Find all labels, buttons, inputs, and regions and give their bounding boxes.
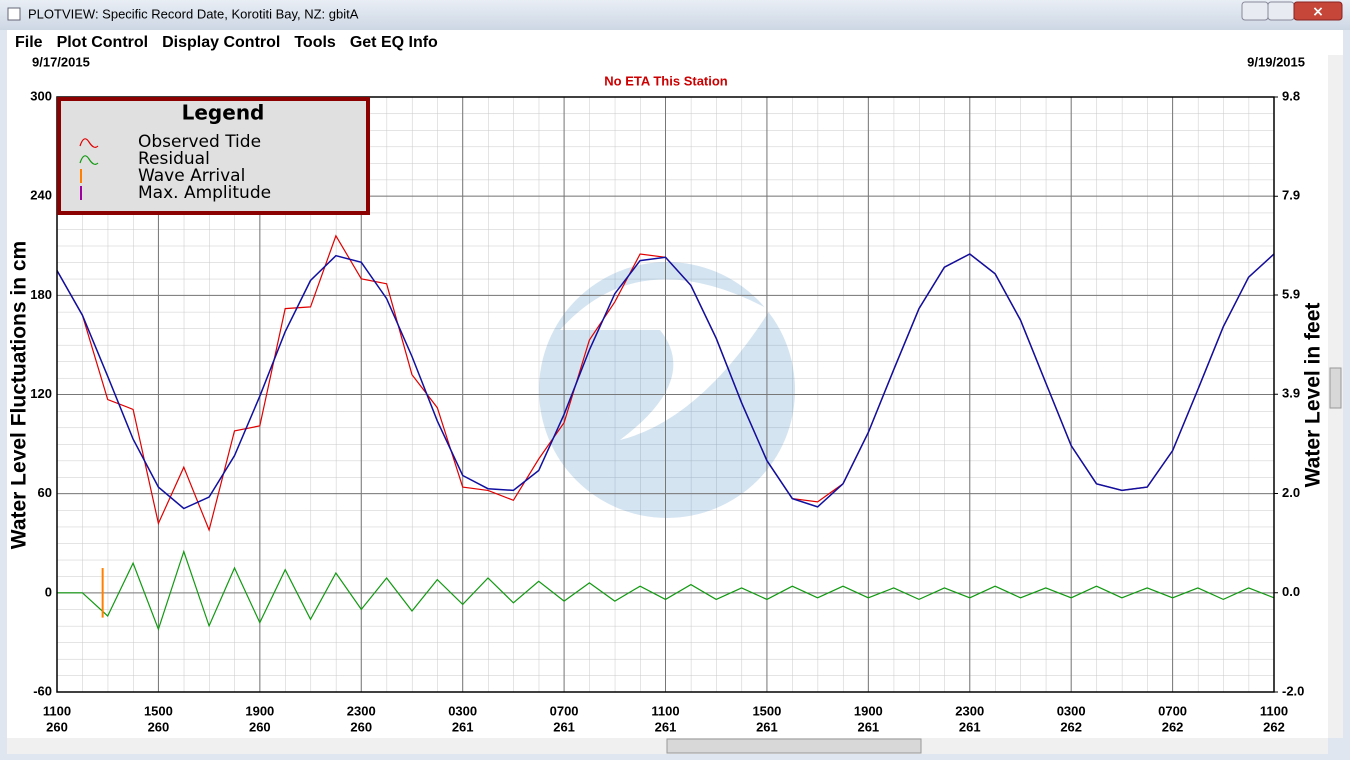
menu-bar bbox=[7, 30, 1343, 55]
legend-label: Max. Amplitude bbox=[138, 183, 271, 203]
y2-axis-label: Water Level in feet bbox=[1302, 303, 1325, 488]
x-tick-label: 0700 bbox=[550, 703, 579, 718]
x-tick-label: 1900 bbox=[854, 703, 883, 718]
legend-label: Wave Arrival bbox=[138, 166, 245, 186]
menu-item[interactable]: Get EQ Info bbox=[350, 34, 438, 51]
close-button[interactable] bbox=[1293, 1, 1343, 21]
x-tick-label: 0300 bbox=[1057, 703, 1086, 718]
x-tick-day: 260 bbox=[148, 719, 170, 734]
legend-label: Observed Tide bbox=[138, 132, 261, 152]
y2-tick-label: 7.9 bbox=[1282, 188, 1300, 203]
x-tick-label: 0300 bbox=[448, 703, 477, 718]
x-tick-label: 0700 bbox=[1158, 703, 1187, 718]
legend-title: Legend bbox=[182, 101, 265, 125]
y-tick-label: 300 bbox=[30, 88, 52, 103]
x-tick-label: 2300 bbox=[347, 703, 376, 718]
y2-tick-label: 5.9 bbox=[1282, 286, 1300, 301]
minimize-button[interactable] bbox=[1241, 1, 1269, 21]
x-tick-day: 262 bbox=[1060, 719, 1082, 734]
title-bar bbox=[0, 0, 1350, 30]
start-date: 9/17/2015 bbox=[32, 54, 90, 69]
horizontal-scroll-thumb[interactable] bbox=[666, 738, 922, 754]
legend-swatch bbox=[79, 155, 99, 165]
x-tick-day: 261 bbox=[959, 719, 981, 734]
menu-item[interactable]: File bbox=[15, 34, 43, 51]
y-tick-label: 240 bbox=[30, 188, 52, 203]
x-tick-day: 261 bbox=[655, 719, 677, 734]
subtitle: No ETA This Station bbox=[604, 73, 728, 88]
watermark bbox=[539, 262, 795, 518]
x-tick-day: 262 bbox=[1263, 719, 1285, 734]
legend-swatch bbox=[79, 138, 99, 148]
menu-item[interactable]: Tools bbox=[294, 34, 336, 51]
legend-box bbox=[57, 97, 370, 215]
x-tick-day: 260 bbox=[350, 719, 372, 734]
y2-tick-label: 9.8 bbox=[1282, 88, 1300, 103]
menu-item[interactable]: Display Control bbox=[162, 34, 280, 51]
series-line bbox=[56, 253, 1275, 510]
end-date: 9/19/2015 bbox=[1247, 54, 1305, 69]
x-tick-label: 1100 bbox=[43, 703, 71, 718]
maximize-button[interactable] bbox=[1267, 1, 1295, 21]
x-tick-label: 1500 bbox=[144, 703, 173, 718]
x-tick-label: 1100 bbox=[1260, 703, 1288, 718]
x-tick-label: 1900 bbox=[245, 703, 274, 718]
x-tick-day: 262 bbox=[1162, 719, 1184, 734]
y2-tick-label: -2.0 bbox=[1282, 683, 1304, 698]
menu: File Plot Control Display Control Tools Get … bbox=[15, 34, 438, 51]
y2-tick-label: 2.0 bbox=[1282, 485, 1300, 500]
x-tick-day: 261 bbox=[756, 719, 778, 734]
x-tick-day: 260 bbox=[46, 719, 68, 734]
vertical-scroll-thumb[interactable] bbox=[1329, 367, 1342, 409]
x-tick-day: 261 bbox=[857, 719, 879, 734]
y-tick-label: 120 bbox=[30, 386, 52, 401]
menu-item[interactable]: Plot Control bbox=[57, 34, 149, 51]
series-line bbox=[57, 549, 1275, 631]
window-title: PLOTVIEW: Specific Record Date, Korotiti… bbox=[28, 6, 359, 21]
y-tick-label: 180 bbox=[30, 287, 52, 302]
x-tick-label: 1100 bbox=[651, 703, 679, 718]
y-tick-label: 60 bbox=[38, 485, 52, 500]
close-icon: × bbox=[1312, 4, 1324, 20]
app-icon bbox=[7, 7, 21, 21]
x-tick-label: 2300 bbox=[955, 703, 984, 718]
x-tick-day: 261 bbox=[553, 719, 575, 734]
y-tick-label: 0 bbox=[45, 584, 52, 599]
y2-tick-label: 3.9 bbox=[1282, 386, 1300, 401]
y-axis-label: Water Level Fluctuations in cm bbox=[8, 241, 31, 549]
legend-label: Residual bbox=[138, 149, 210, 169]
x-tick-day: 261 bbox=[452, 719, 474, 734]
x-tick-label: 1500 bbox=[752, 703, 781, 718]
x-tick-day: 260 bbox=[249, 719, 271, 734]
y-tick-label: -60 bbox=[33, 683, 52, 698]
y2-tick-label: 0.0 bbox=[1282, 584, 1300, 599]
